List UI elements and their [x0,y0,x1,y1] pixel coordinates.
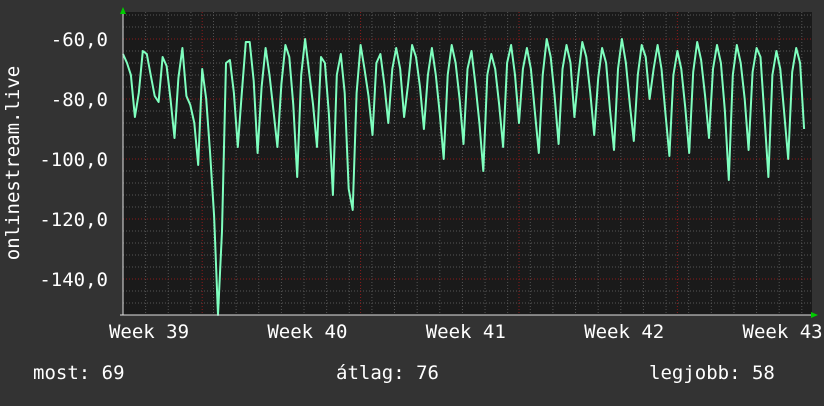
y-tick-label: -80,0 [51,89,108,111]
axes [120,7,818,318]
x-tick-label: Week 43 [743,321,823,343]
plot-background [123,12,812,315]
stat-average: átlag: 76 [336,362,439,384]
tick-labels: -60,0 -80,0 -100,0 -120,0 -140,0 Week 39 Week … [39,29,822,343]
y-axis-title: onlinestream.live [2,66,24,260]
x-tick-label: Week 42 [584,321,664,343]
x-tick-label: Week 41 [426,321,506,343]
x-axis-arrow [811,312,818,318]
x-tick-label: Week 39 [109,321,189,343]
stat-current: most: 69 [33,362,125,384]
stat-best: legjobb: 58 [649,362,775,384]
y-tick-label: -60,0 [51,29,108,51]
y-tick-label: -100,0 [39,149,108,171]
series-line [122,38,806,316]
y-tick-label: -120,0 [39,209,108,231]
x-tick-label: Week 40 [267,321,347,343]
y-axis-arrow [120,7,126,14]
y-tick-label: -140,0 [39,269,108,291]
